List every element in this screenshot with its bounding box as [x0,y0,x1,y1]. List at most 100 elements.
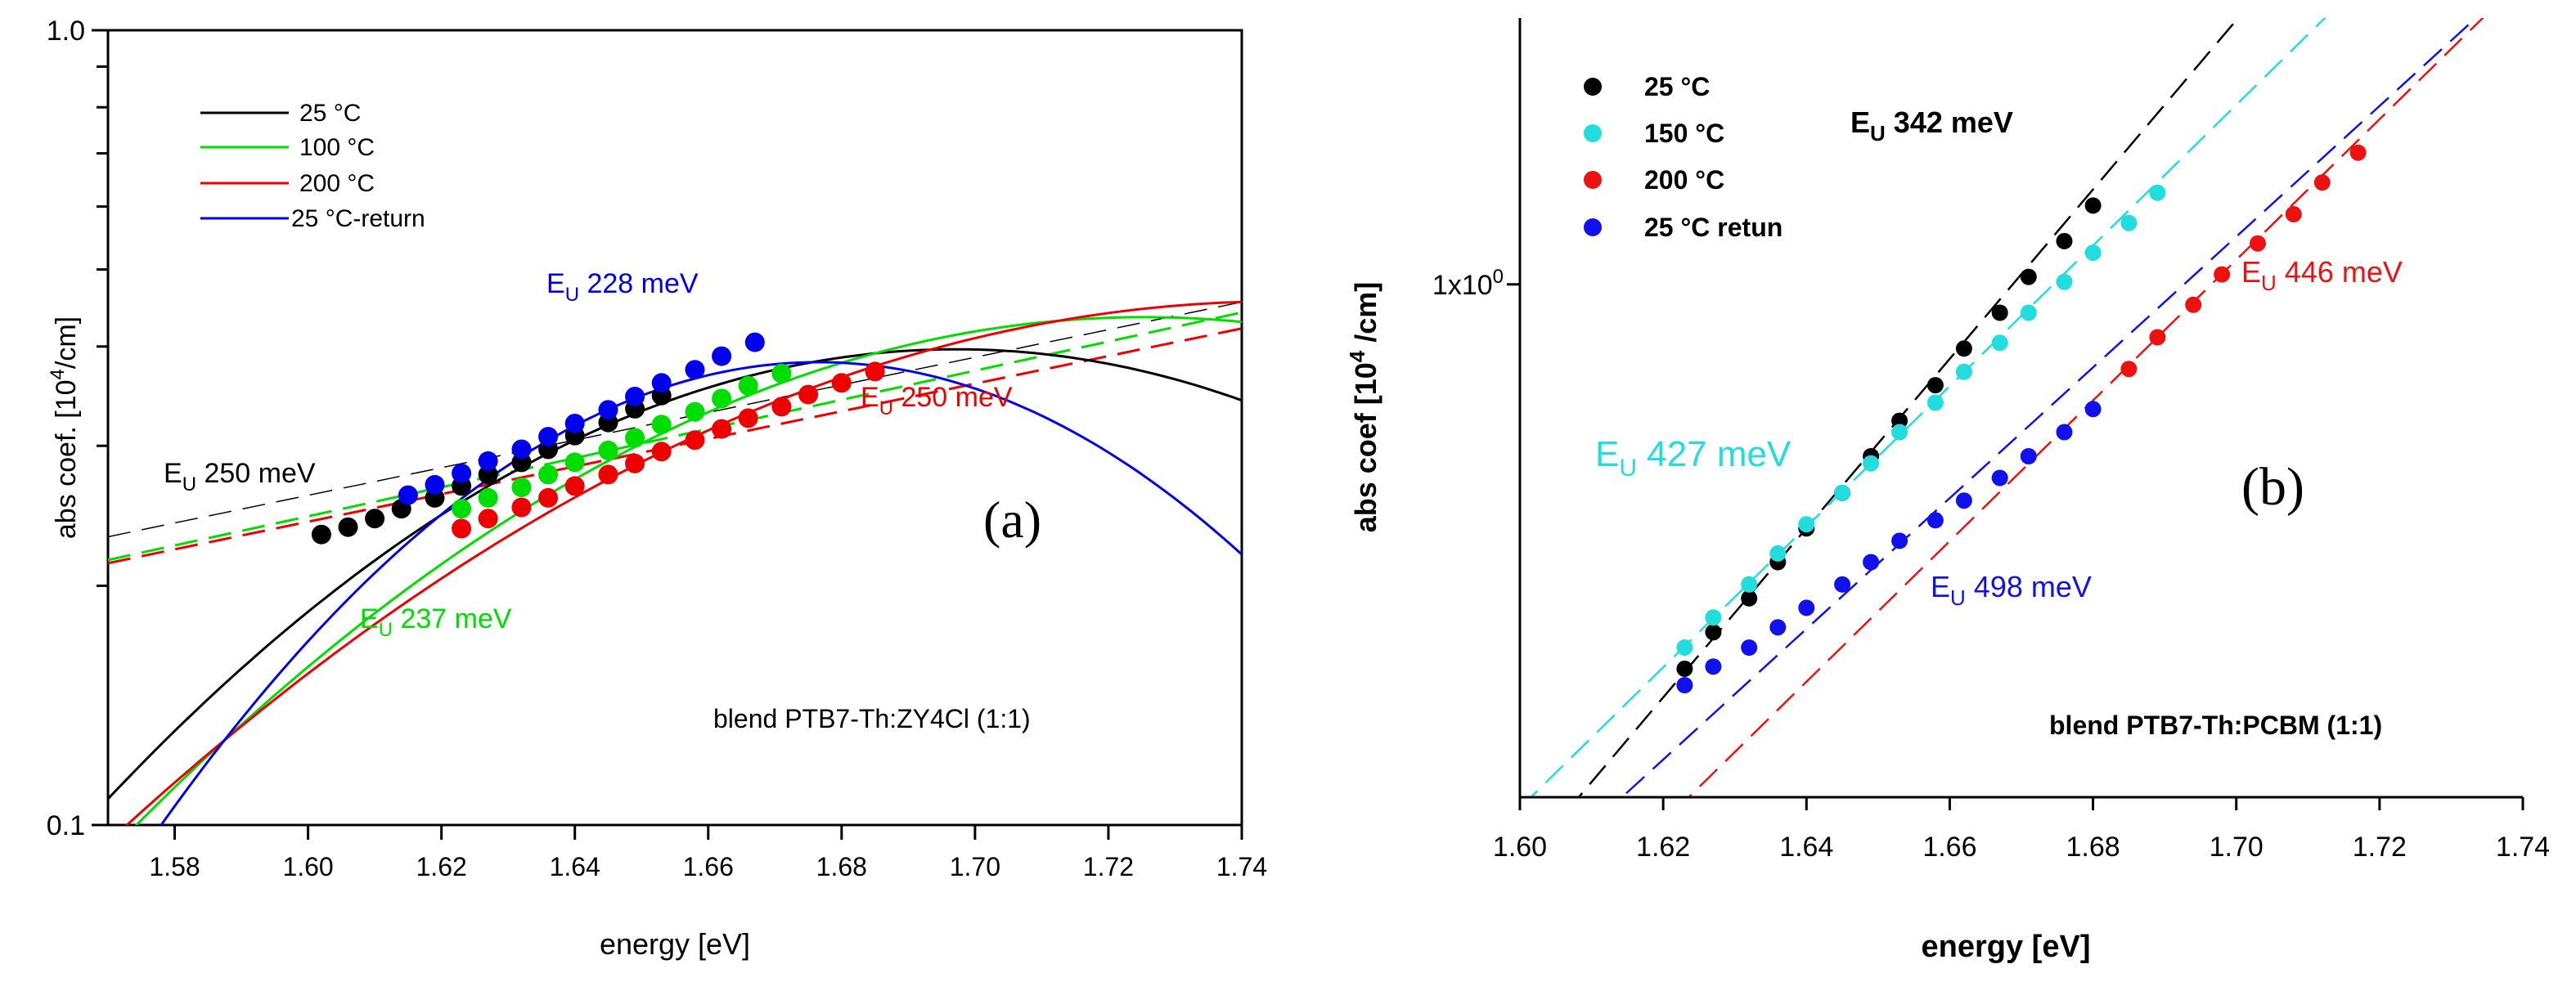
panel-b: 1.60 1.62 1.64 1.66 1.68 1.70 1.72 1.74 1x100 e… [1345,18,2550,964]
curve-a-3 [160,361,1242,825]
eu-label-b-red-e: E [2241,255,2261,289]
point-a-2-3 [538,487,559,508]
point-b-3-3 [1769,619,1787,636]
point-b-1-6 [1863,455,1880,472]
x-tick-label-a-5: 1.68 [816,852,867,881]
point-a-2-8 [685,430,705,451]
point-a-1-6 [625,428,645,448]
point-a-1-1 [478,487,498,508]
legend-b-label-2: 200 °C [1644,165,1724,195]
panel-a: 1.58 1.60 1.62 1.64 1.66 1.68 1.70 1.72 1.74 0.1… [47,16,1267,961]
x-tick-label-a-0: 1.58 [149,852,200,881]
eu-label-a-green-sub: U [379,619,393,641]
point-b-1-10 [1991,334,2008,352]
point-a-2-0 [452,518,472,539]
x-tick-label-a-3: 1.64 [550,852,600,881]
point-a-2-12 [798,384,819,405]
point-b-3-9 [1955,492,1972,509]
point-a-3-11 [712,346,732,366]
point-b-3-0 [1676,677,1693,693]
x-tick-label-b-4: 1.68 [2066,832,2120,863]
point-a-3-2 [452,463,472,483]
fit-line-b-2 [1687,18,2484,797]
point-a-2-13 [831,373,852,393]
point-a-3-3 [478,451,498,471]
point-b-0-1 [1705,624,1722,641]
legend-a: 25 °C 100 °C 200 °C 25 °C-return [200,100,425,232]
legend-a-label-2: 200 °C [299,170,375,197]
x-tick-label-b-5: 1.70 [2210,832,2264,863]
point-b-3-6 [1863,554,1880,571]
eu-label-b-black-sub: U [1870,121,1886,146]
point-b-2-2 [2185,296,2202,313]
point-a-1-5 [598,440,618,460]
eu-label-b-cyan-e: E [1595,434,1619,474]
eu-label-a-red-e: E [861,382,879,413]
eu-label-b-blue-rest: 498 meV [1966,570,2092,603]
x-tick-label-a-8: 1.74 [1216,852,1267,881]
point-a-3-6 [564,414,585,433]
y-tick-label-a-1: 1.0 [47,16,85,47]
x-tick-label-a-7: 1.72 [1083,852,1134,881]
eu-label-b-cyan-sub: U [1619,455,1637,482]
point-b-0-0 [1676,660,1693,677]
point-b-1-9 [1955,363,1972,380]
tangent-a-0 [108,301,1242,538]
eu-label-b-black: EU 342 meV [1850,105,2013,146]
eu-label-a-blue-rest: 228 meV [579,268,699,299]
eu-label-b-cyan: EU 427 meV [1595,434,1792,482]
point-b-3-12 [2056,424,2073,441]
point-a-3-9 [651,373,672,393]
eu-label-a-black-sub: U [182,473,196,495]
eu-label-a-blue: EU 228 meV [546,268,699,306]
legend-b-marker-0 [1584,78,1602,96]
point-a-1-7 [651,415,672,435]
point-b-2-5 [2285,206,2302,222]
point-a-1-0 [452,499,472,519]
x-tick-label-b-1: 1.62 [1636,832,1690,863]
point-a-2-1 [478,509,498,529]
annotation-b: blend PTB7-Th:PCBM (1:1) [2049,711,2382,740]
point-b-2-6 [2313,174,2331,191]
eu-label-a-green: EU 237 meV [360,603,512,641]
x-axis-label-b: energy [eV] [1922,930,2091,964]
x-tick-label-b-3: 1.66 [1922,832,1976,863]
y-axis-label-a-main: abs coef. [10 [51,379,82,539]
x-tick-label-a-1: 1.60 [282,852,333,881]
panel-label-b: (b) [2241,457,2304,517]
eu-label-a-black: EU 250 meV [164,458,316,495]
legend-b: 25 °C 150 °C 200 °C 25 °C retun [1584,72,1783,242]
point-a-3-1 [425,474,445,495]
point-a-3-7 [598,400,618,420]
legend-b-marker-1 [1584,124,1602,142]
point-a-1-8 [685,401,705,422]
tangent-a-1 [108,311,1242,562]
eu-label-a-green-e: E [360,603,379,634]
x-tick-label-b-6: 1.72 [2353,832,2407,863]
x-tick-label-b-2: 1.64 [1779,832,1833,863]
point-b-0-12 [2056,232,2073,249]
point-a-2-4 [564,476,585,496]
y-tick-label-a-0: 0.1 [47,810,85,841]
tangent-a-2 [108,327,1242,565]
eu-label-a-blue-sub: U [565,284,579,306]
point-b-2-0 [2120,361,2138,378]
point-a-1-3 [538,464,559,485]
legend-b-marker-2 [1584,171,1602,189]
point-a-3-12 [744,332,765,352]
point-a-0-2 [365,509,385,529]
point-b-0-9 [1955,340,1972,357]
point-b-0-8 [1926,377,1944,394]
point-a-2-2 [511,497,532,518]
y-axis-label-a: abs coef. [104/cm] [47,316,82,539]
point-b-2-7 [2349,144,2367,161]
legend-a-label-3: 25 °C-return [291,205,425,232]
point-b-2-4 [2250,235,2266,252]
panel-label-a: (a) [983,491,1041,549]
plot-frame-a [106,29,1243,827]
annotation-a: blend PTB7-Th:ZY4Cl (1:1) [713,704,1031,733]
point-b-1-8 [1926,394,1944,411]
eu-label-a-black-e: E [164,458,182,489]
